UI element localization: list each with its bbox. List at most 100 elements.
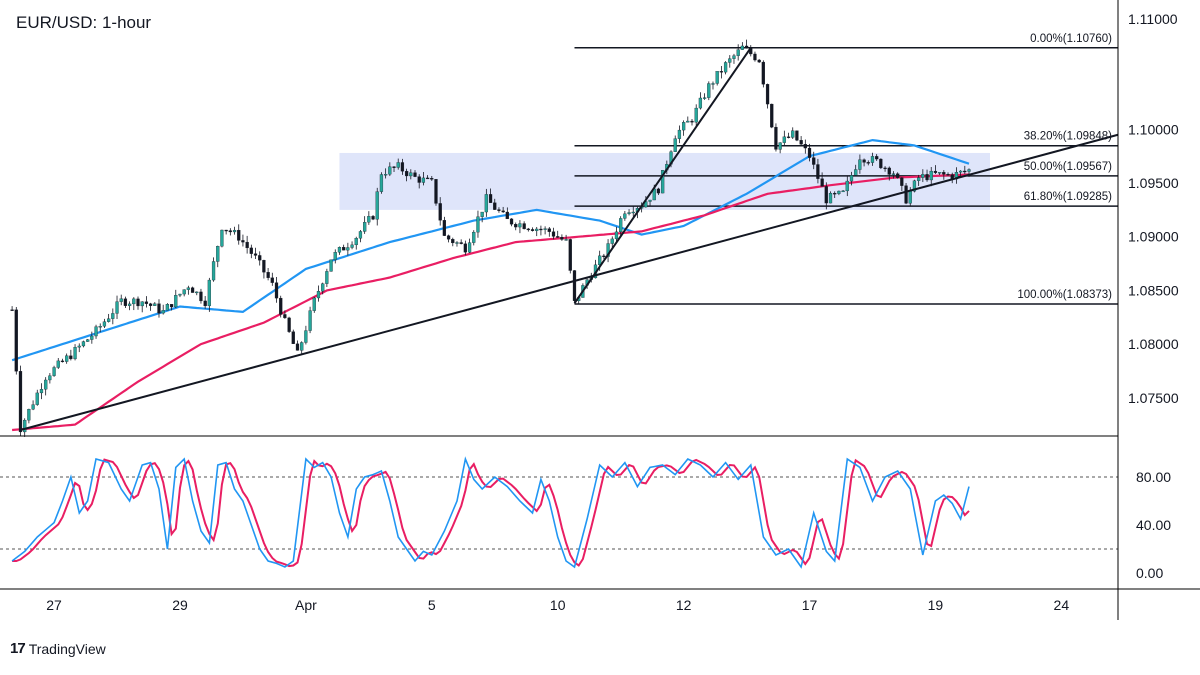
candle-body <box>765 84 770 105</box>
candle-body <box>459 242 463 244</box>
candle-body <box>425 177 430 180</box>
candle-body <box>526 228 530 231</box>
candle-body <box>912 180 917 192</box>
candle-body <box>199 291 203 302</box>
candle-body <box>69 355 73 360</box>
candle-body <box>258 255 262 261</box>
price-tick-label: 1.09000 <box>1128 229 1179 245</box>
candle-body <box>404 171 409 177</box>
candle-body <box>291 331 295 344</box>
candle-body <box>186 287 190 290</box>
candle-body <box>337 247 342 253</box>
candle-body <box>283 314 287 319</box>
candle-body <box>753 53 757 61</box>
candle-body <box>174 295 178 308</box>
candle-body <box>237 229 241 241</box>
candle-body <box>900 177 904 186</box>
candle-body <box>144 301 149 304</box>
price-tick-label: 1.11000 <box>1128 11 1178 27</box>
axes: 1.11000 1.10000 1.09500 1.09000 1.08500 1.080… <box>0 0 1200 620</box>
candle-body <box>774 126 778 150</box>
candle-body <box>719 71 724 73</box>
candle-body <box>35 392 39 405</box>
trendline <box>573 47 752 304</box>
candle-body <box>572 270 577 301</box>
candle-body <box>23 419 27 433</box>
trendlines <box>20 47 1119 431</box>
candle-body <box>14 309 18 372</box>
candle-body <box>816 164 820 179</box>
candle-body <box>849 175 854 182</box>
candle-body <box>413 172 417 177</box>
candle-body <box>300 342 304 351</box>
candle-body <box>371 216 375 220</box>
candle-body <box>455 242 459 244</box>
candle-body <box>828 192 833 204</box>
candle-body <box>165 304 170 311</box>
candle-body <box>761 61 765 85</box>
candle-body <box>799 140 803 145</box>
candle-body <box>803 144 807 149</box>
candle-body <box>958 170 963 173</box>
candle-body <box>866 162 870 164</box>
candle-body <box>862 159 866 163</box>
candle-body <box>274 282 279 299</box>
candle-body <box>396 162 400 168</box>
candle-body <box>547 228 551 232</box>
candle-body <box>161 310 165 314</box>
candle-body <box>107 318 111 322</box>
candle-body <box>556 236 560 238</box>
price-tick-label: 1.09500 <box>1128 175 1179 191</box>
candle-body <box>942 172 946 175</box>
candle-body <box>245 241 249 249</box>
candle-body <box>442 220 447 236</box>
candle-body <box>77 345 81 348</box>
candle-body <box>476 216 480 233</box>
tradingview-logo-icon: 17 <box>10 640 26 657</box>
tradingview-branding: 17 TradingView <box>10 640 106 657</box>
candle-body <box>39 389 44 394</box>
candle-body <box>354 238 358 246</box>
candle-body <box>358 231 363 239</box>
time-tick-label: 5 <box>428 597 436 613</box>
time-tick-label: 29 <box>172 597 188 613</box>
candle-body <box>602 255 606 258</box>
candle-body <box>610 238 614 244</box>
candle-body <box>925 174 929 181</box>
candle-body <box>837 190 841 194</box>
candle-body <box>728 58 732 63</box>
oscillator-tick-label: 0.00 <box>1136 565 1163 581</box>
candle-body <box>111 313 115 319</box>
candle-body <box>740 45 744 50</box>
candle-body <box>329 259 333 272</box>
candle-body <box>421 177 426 183</box>
candle-body <box>896 173 900 178</box>
candle-body <box>854 169 858 176</box>
candle-body <box>711 83 715 85</box>
candle-body <box>279 297 283 315</box>
candle-body <box>60 360 65 363</box>
candle-body <box>619 218 623 233</box>
candle-body <box>530 229 535 231</box>
candle-body <box>253 253 258 256</box>
fib-level-label: 50.00%(1.09567) <box>1024 161 1112 173</box>
candle-body <box>316 291 321 299</box>
candle-body <box>31 404 35 410</box>
candle-body <box>501 210 505 213</box>
candle-body <box>178 293 182 296</box>
candle-body <box>677 129 682 139</box>
candle-body <box>90 335 94 340</box>
candle-body <box>249 247 253 254</box>
candle-body <box>140 301 144 307</box>
candle-body <box>308 310 312 331</box>
candle-body <box>86 339 90 342</box>
candle-body <box>648 199 652 202</box>
candle-body <box>270 277 274 283</box>
candle-body <box>65 355 69 362</box>
brand-name: TradingView <box>28 640 106 657</box>
trendline <box>20 133 1119 431</box>
candle-body <box>325 271 329 284</box>
candle-body <box>400 162 405 172</box>
candle-body <box>241 240 245 243</box>
candle-body <box>560 236 564 240</box>
